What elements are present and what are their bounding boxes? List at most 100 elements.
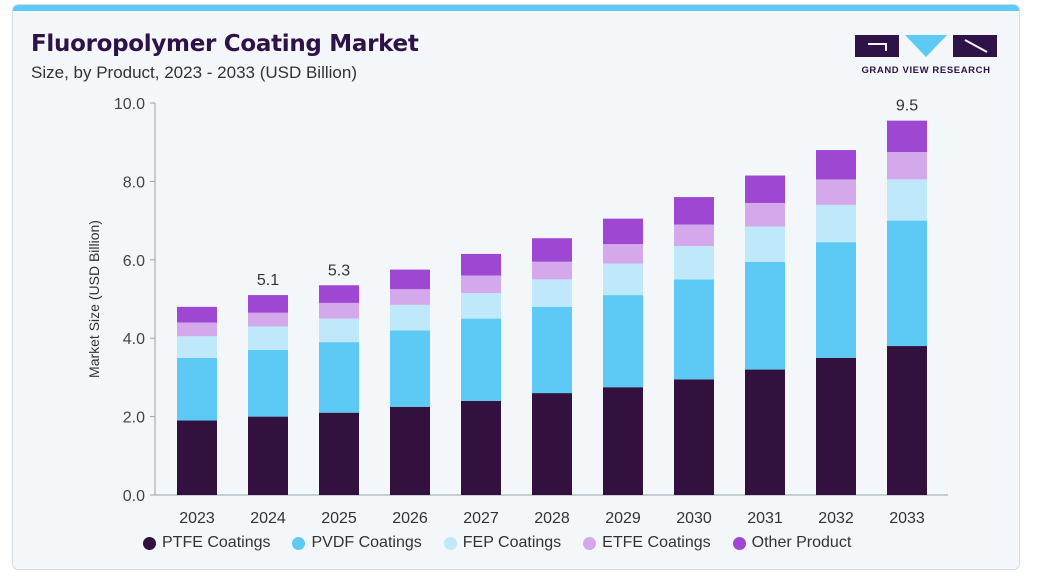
y-tick-label: 2.0 [123,410,145,427]
legend-swatch-icon [292,536,306,550]
bar-segment-ptfe-coatings-2028 [532,393,572,495]
bar-segment-fep-coatings-2024 [248,326,288,350]
bar-segment-pvdf-coatings-2032 [816,242,856,358]
bar-segment-fep-coatings-2031 [745,226,785,262]
legend-item-other-product: Other Product [732,534,852,552]
x-tick-label: 2033 [889,510,925,527]
bar-segment-other-product-2032 [816,150,856,180]
bar-segment-etfe-coatings-2023 [177,322,217,337]
bar-segment-ptfe-coatings-2030 [674,379,714,495]
bar-segment-ptfe-coatings-2027 [461,400,501,495]
legend-item-fep-coatings: FEP Coatings [443,534,562,552]
bar-segment-fep-coatings-2028 [532,279,572,307]
bar-segment-etfe-coatings-2030 [674,224,714,247]
bar-segment-fep-coatings-2023 [177,336,217,358]
bar-segment-pvdf-coatings-2030 [674,279,714,380]
x-tick-label: 2026 [392,510,428,527]
y-tick-label: 4.0 [123,331,145,348]
y-axis-title: Market Size (USD Billion) [86,220,102,378]
x-tick-label: 2023 [179,510,215,527]
data-label-2025: 5.3 [328,262,350,279]
bar-segment-etfe-coatings-2033 [887,152,927,180]
bar-segment-ptfe-coatings-2026 [390,406,430,495]
bar-segment-pvdf-coatings-2024 [248,349,288,417]
x-tick-label: 2030 [676,510,712,527]
bar-segment-fep-coatings-2026 [390,304,430,331]
bar-segment-other-product-2027 [461,253,501,276]
x-tick-label: 2031 [747,510,783,527]
legend-item-etfe-coatings: ETFE Coatings [583,534,711,552]
chart-card: Fluoropolymer Coating Market Size, by Pr… [12,4,1020,570]
chart-legend: PTFE Coatings PVDF Coatings FEP Coatings ET… [143,534,851,552]
bar-segment-other-product-2030 [674,197,714,225]
x-tick-label: 2028 [534,510,570,527]
bar-segment-ptfe-coatings-2024 [248,416,288,495]
bar-segment-ptfe-coatings-2029 [603,387,643,495]
bar-segment-etfe-coatings-2025 [319,302,359,319]
bar-segment-other-product-2023 [177,306,217,323]
legend-label: ETFE Coatings [602,534,711,551]
bar-segment-pvdf-coatings-2025 [319,342,359,413]
legend-label: PVDF Coatings [311,534,422,551]
logo-mark-icon [855,35,997,57]
bar-segment-other-product-2024 [248,295,288,313]
y-tick-label: 8.0 [123,174,145,191]
bar-segment-other-product-2026 [390,269,430,290]
stacked-bar-chart: 0.0 2.0 4.0 6.0 8.0 10.0 Market Size (USD Bill… [86,96,948,527]
bar-segment-fep-coatings-2032 [816,204,856,243]
bar-segment-etfe-coatings-2031 [745,202,785,227]
x-tick-label: 2025 [321,510,357,527]
bar-segment-other-product-2028 [532,238,572,262]
y-tick-label: 6.0 [123,253,145,270]
bar-segment-fep-coatings-2029 [603,263,643,296]
bar-segment-ptfe-coatings-2023 [177,420,217,495]
bar-segment-pvdf-coatings-2033 [887,220,927,347]
chart-title: Fluoropolymer Coating Market [31,31,419,57]
x-tick-label: 2032 [818,510,854,527]
legend-swatch-icon [143,536,156,550]
x-tick-label: 2024 [250,510,286,527]
bar-segment-pvdf-coatings-2028 [532,306,572,394]
bar-segment-fep-coatings-2030 [674,246,714,280]
legend-label: PTFE Coatings [162,534,271,551]
bar-segment-other-product-2025 [319,285,359,303]
x-tick-label: 2027 [463,510,499,527]
logo-text: GRAND VIEW RESEARCH [861,65,991,76]
bar-segment-pvdf-coatings-2023 [177,357,217,421]
bar-segment-etfe-coatings-2029 [603,244,643,264]
accent-bar [13,5,1019,11]
bar-segment-ptfe-coatings-2033 [887,346,927,495]
legend-label: Other Product [751,534,852,551]
chart-subtitle: Size, by Product, 2023 - 2033 (USD Billi… [31,63,357,82]
y-tick-label: 0.0 [123,488,145,505]
bar-segment-pvdf-coatings-2029 [603,295,643,388]
data-label-2033: 9.5 [896,98,918,115]
legend-item-ptfe-coatings: PTFE Coatings [143,534,270,552]
bar-segment-ptfe-coatings-2032 [816,357,856,495]
bar-segment-other-product-2033 [887,120,927,152]
data-label-2024: 5.1 [257,272,279,289]
bar-segment-etfe-coatings-2028 [532,261,572,280]
legend-label: FEP Coatings [462,534,562,551]
legend-swatch-icon [732,536,746,550]
bar-segment-fep-coatings-2027 [461,293,501,319]
grand-view-research-logo: GRAND VIEW RESEARCH [855,32,997,80]
bar-segment-fep-coatings-2025 [319,318,359,343]
bar-segment-fep-coatings-2033 [887,179,927,221]
bar-segment-etfe-coatings-2024 [248,312,288,327]
legend-swatch-icon [443,536,457,550]
bar-segment-ptfe-coatings-2025 [319,412,359,495]
y-tick-label: 10.0 [114,96,145,113]
legend-item-pvdf-coatings: PVDF Coatings [292,534,422,552]
bar-segment-other-product-2029 [603,218,643,245]
legend-swatch-icon [583,536,597,550]
bar-segment-pvdf-coatings-2031 [745,261,785,370]
bar-segment-etfe-coatings-2026 [390,289,430,305]
bar-segment-etfe-coatings-2032 [816,179,856,205]
bar-segment-pvdf-coatings-2026 [390,330,430,407]
bar-segment-etfe-coatings-2027 [461,275,501,294]
bar-segment-pvdf-coatings-2027 [461,318,501,401]
x-tick-label: 2029 [605,510,641,527]
bar-segment-ptfe-coatings-2031 [745,369,785,495]
bar-segment-other-product-2031 [745,175,785,203]
